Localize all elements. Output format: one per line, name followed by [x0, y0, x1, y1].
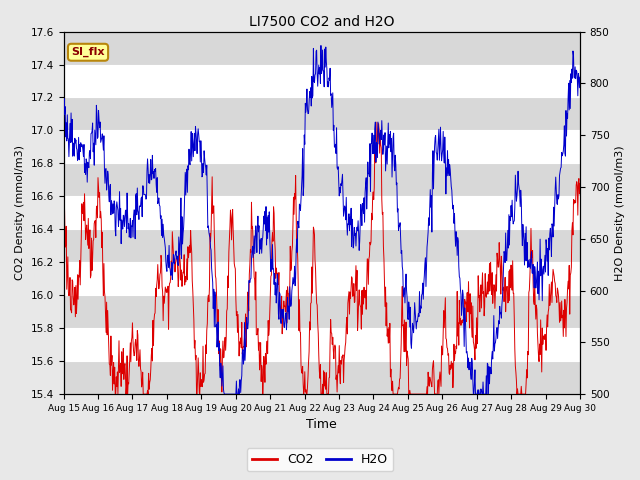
CO2	[275, 282, 282, 288]
H2O	[221, 391, 228, 397]
H2O	[552, 186, 559, 192]
Text: SI_flx: SI_flx	[71, 47, 105, 58]
H2O	[84, 161, 92, 167]
H2O	[60, 120, 67, 125]
Bar	[63, 32, 580, 64]
CO2	[156, 272, 164, 277]
CO2	[84, 216, 92, 221]
H2O	[156, 203, 163, 208]
Bar	[63, 361, 580, 394]
H2O	[576, 74, 584, 80]
Y-axis label: CO2 Density (mmol/m3): CO2 Density (mmol/m3)	[15, 145, 25, 280]
Y-axis label: H2O Density (mmol/m3): H2O Density (mmol/m3)	[615, 145, 625, 281]
H2O	[559, 148, 567, 154]
CO2	[60, 202, 67, 208]
Bar	[63, 229, 580, 262]
CO2	[373, 119, 381, 125]
H2O	[365, 171, 372, 177]
H2O	[275, 311, 282, 317]
Bar	[63, 97, 580, 131]
Bar	[63, 163, 580, 196]
H2O	[317, 43, 324, 48]
CO2	[111, 391, 119, 397]
Line: CO2: CO2	[63, 122, 580, 394]
X-axis label: Time: Time	[307, 419, 337, 432]
Title: LI7500 CO2 and H2O: LI7500 CO2 and H2O	[249, 15, 394, 29]
CO2	[576, 180, 584, 186]
CO2	[365, 281, 372, 287]
Line: H2O: H2O	[63, 46, 580, 394]
CO2	[559, 334, 567, 339]
Bar	[63, 295, 580, 328]
CO2	[552, 281, 559, 287]
Legend: CO2, H2O: CO2, H2O	[247, 448, 393, 471]
